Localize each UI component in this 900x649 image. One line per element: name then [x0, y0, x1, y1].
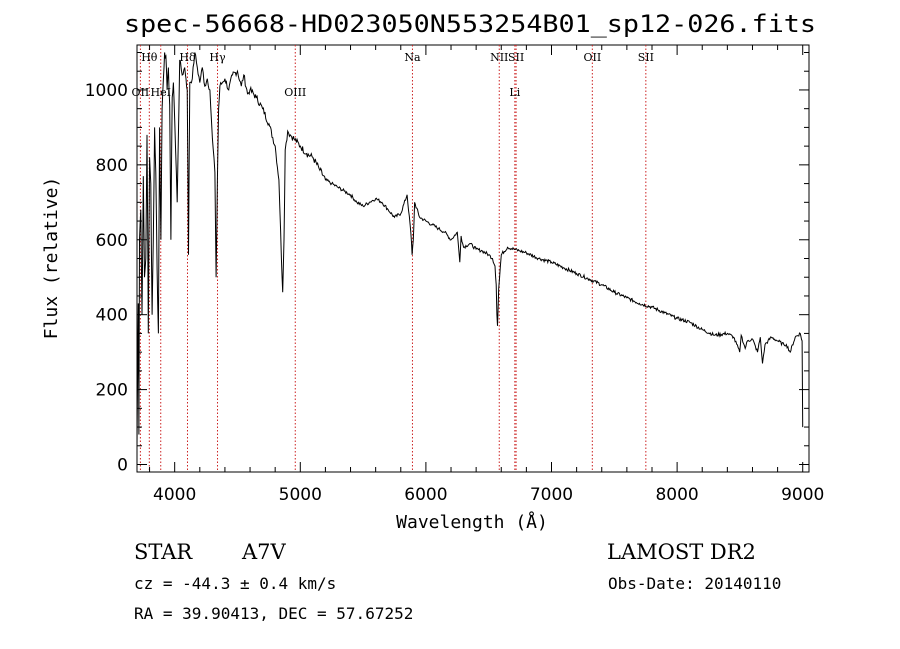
x-tick-label-0: 4000 [153, 485, 196, 505]
y-tick-label-3: 600 [96, 231, 128, 251]
line-marker-label-4: Hγ [209, 51, 226, 64]
object-type: STAR [134, 540, 193, 564]
line-marker-label-1: OII [132, 86, 150, 99]
redshift-cz: cz = -44.3 ± 0.4 km/s [134, 574, 337, 593]
line-marker-label-5: OIII [284, 86, 306, 99]
y-tick-label-1: 200 [96, 381, 128, 401]
line-marker-label-7: NII [490, 51, 508, 64]
survey-name: LAMOST DR2 [607, 540, 756, 564]
line-marker-label-2: HeI [151, 86, 171, 99]
x-tick-label-3: 7000 [530, 485, 573, 505]
y-tick-label-2: 400 [96, 306, 128, 326]
line-marker-label-0: Hθ [141, 51, 158, 64]
line-marker-label-6: Na [404, 51, 421, 64]
y-tick-label-5: 1000 [85, 81, 128, 101]
x-tick-label-4: 8000 [655, 485, 698, 505]
plot-frame [136, 44, 810, 473]
line-marker-label-10: OII [583, 51, 601, 64]
y-tick-label-0: 0 [117, 456, 128, 476]
x-tick-label-5: 9000 [781, 485, 824, 505]
coordinates: RA = 39.90413, DEC = 57.67252 [134, 604, 414, 623]
y-axis-label: Flux (relative) [41, 177, 62, 340]
spectral-subclass: A7V [242, 540, 286, 564]
chart-title: spec-56668-HD023050N553254B01_sp12-026.f… [124, 10, 816, 38]
y-tick-label-4: 800 [96, 156, 128, 176]
spectrum-line [136, 52, 804, 446]
x-axis-label: Wavelength (Å) [396, 511, 548, 533]
x-tick-label-2: 6000 [404, 485, 447, 505]
line-marker-label-3: Hδ [179, 51, 196, 64]
x-tick-label-1: 5000 [279, 485, 322, 505]
axis-ticks: 4000 5000 6000 7000 8000 9000 0 200 400 600 800 100… [85, 45, 824, 505]
observation-date: Obs-Date: 20140110 [608, 574, 782, 593]
line-marker-label-11: SII [638, 51, 654, 64]
line-marker-label-8: SII [508, 51, 524, 64]
line-marker-label-9: Li [509, 86, 520, 99]
